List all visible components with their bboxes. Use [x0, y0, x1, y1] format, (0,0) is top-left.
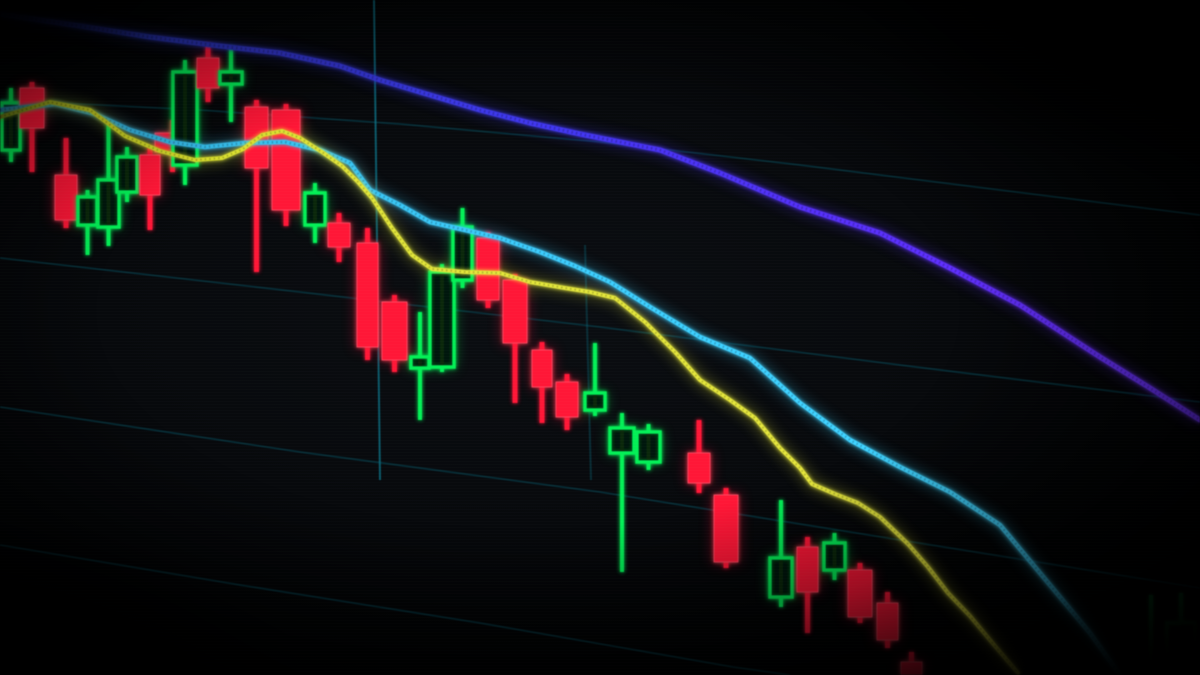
candle-body — [502, 279, 528, 344]
candle-18-bull — [409, 312, 431, 420]
candle-34-bear — [876, 592, 899, 648]
candle-6-bull — [115, 147, 139, 202]
candle-10-bear — [196, 44, 220, 102]
candle-body — [531, 349, 553, 388]
candle-15-bear — [327, 213, 351, 262]
candle-body — [900, 661, 923, 675]
candle-body — [713, 494, 739, 563]
candle-30-bull — [768, 500, 794, 607]
candle-body — [687, 452, 711, 484]
candle-22-bear — [502, 274, 528, 403]
candle-33-bear — [847, 563, 873, 623]
candle-body — [635, 430, 662, 464]
grid-3 — [0, 406, 1200, 589]
candle-4-bull — [76, 190, 99, 255]
candle-20-bull — [451, 208, 474, 288]
candle-body — [115, 155, 139, 194]
candle-body — [76, 195, 99, 227]
candle-body — [876, 602, 899, 641]
candle-19-bull — [428, 264, 456, 372]
candle-13-bear — [271, 104, 301, 226]
candle-body — [847, 569, 873, 618]
candle-3-bear — [54, 138, 78, 228]
candle-body — [54, 174, 78, 221]
candle-23-bear — [531, 342, 553, 423]
candle-body — [583, 391, 607, 412]
candle-body — [171, 70, 199, 167]
candle-21-bear — [476, 232, 500, 308]
candle-26-bull — [608, 413, 636, 572]
vline-1 — [373, 0, 381, 481]
candle-body — [381, 301, 408, 361]
candle-body — [476, 237, 500, 301]
candle-body — [822, 541, 847, 572]
candle-35-bear — [900, 652, 923, 675]
vline-2 — [584, 244, 592, 481]
candle-body — [196, 57, 220, 89]
candle-body — [555, 381, 579, 418]
candle-body — [303, 191, 327, 227]
candle-7-bear — [139, 147, 161, 230]
candle-37-bull — [1165, 593, 1197, 675]
candle-body — [356, 242, 379, 348]
candle-1-bull — [0, 88, 22, 162]
candle-body — [608, 426, 636, 455]
candle-body — [271, 109, 301, 211]
candle-body — [1142, 664, 1160, 675]
candle-body — [218, 70, 244, 86]
candle-body — [428, 270, 456, 369]
candle-24-bear — [555, 374, 579, 430]
candle-28-bear — [687, 420, 711, 493]
candle-9-bull — [171, 60, 199, 185]
candle-27-bull — [635, 424, 662, 470]
candle-body — [1165, 621, 1197, 654]
candle-body — [768, 556, 794, 599]
candle-32-bull — [822, 533, 847, 580]
candle-body — [139, 154, 161, 196]
grid-4 — [0, 544, 791, 675]
candle-31-bear — [796, 537, 819, 633]
candle-body — [796, 546, 819, 593]
candle-16-bear — [356, 228, 379, 360]
candle-2-bear — [19, 82, 45, 172]
candle-36-bull — [1142, 595, 1160, 675]
candle-29-bear — [713, 488, 739, 568]
candle-body — [327, 222, 351, 248]
candle-12-bear — [244, 100, 269, 272]
candle-14-bull — [303, 183, 327, 243]
candle-body — [409, 355, 431, 370]
